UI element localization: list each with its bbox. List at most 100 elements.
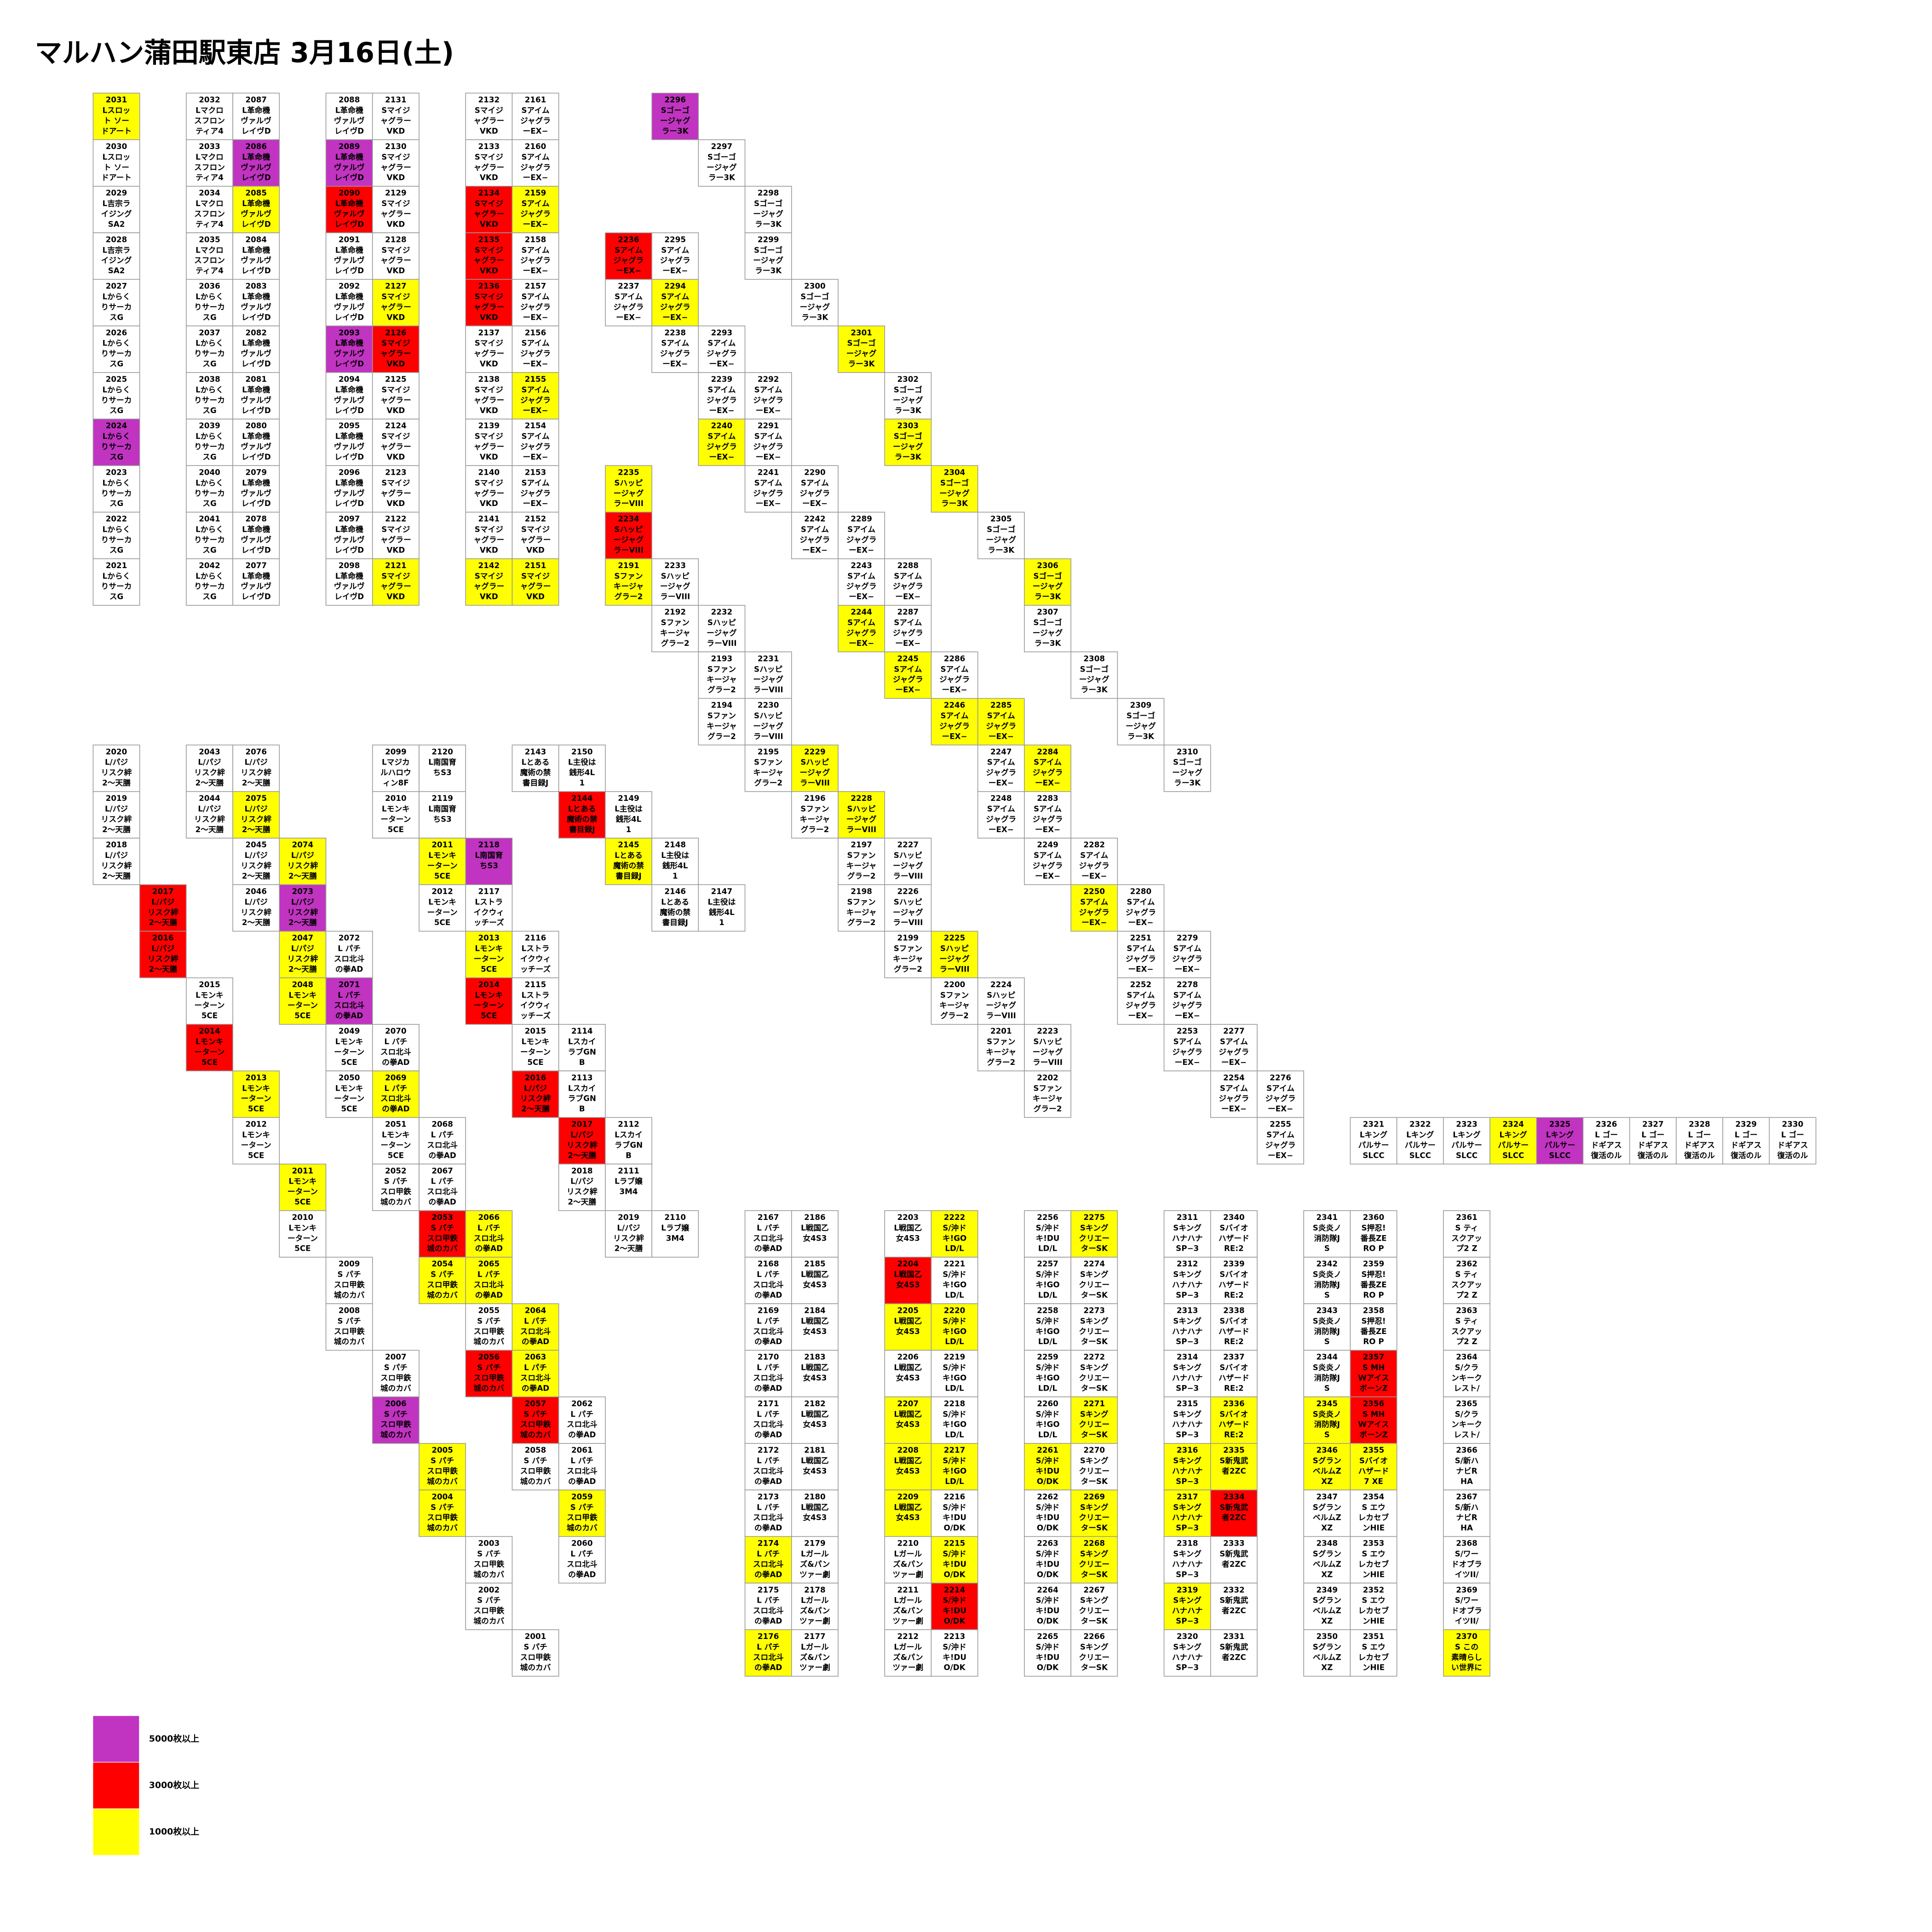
machine-name: Sファン bbox=[661, 618, 690, 627]
machine-name: スロ北斗 bbox=[567, 1466, 598, 1475]
machine-name: S パチ bbox=[384, 1363, 408, 1372]
machine-name: S/新ハ bbox=[1455, 1502, 1479, 1512]
cell-box bbox=[1163, 977, 1211, 1025]
machine-number: 2209 bbox=[897, 1492, 919, 1501]
cell-box bbox=[92, 232, 140, 280]
machine-number: 2227 bbox=[897, 840, 919, 849]
machine-name: L革命機 bbox=[242, 478, 270, 487]
machine-name: Lモンキ bbox=[382, 804, 410, 813]
machine-name: Sゴーゴ bbox=[987, 525, 1015, 534]
machine-name: SP−3 bbox=[1176, 1430, 1199, 1439]
machine-number: 2031 bbox=[106, 95, 127, 104]
machine-name: スフロン bbox=[194, 209, 225, 218]
machine-number: 2267 bbox=[1083, 1585, 1105, 1594]
machine-number: 2219 bbox=[944, 1352, 966, 1362]
machine-number: 2192 bbox=[664, 607, 686, 616]
machine-name: 復活のル bbox=[1730, 1150, 1761, 1160]
machine-name: ジャグラ bbox=[660, 349, 690, 358]
machine-number: 2157 bbox=[525, 282, 546, 291]
machine-name: スロ北斗 bbox=[753, 1513, 784, 1522]
machine-name: ージャグ bbox=[707, 162, 737, 172]
cell-box bbox=[977, 698, 1025, 746]
machine-name: ハナハナ bbox=[1172, 1420, 1203, 1429]
cell-box bbox=[465, 92, 513, 140]
cell-box bbox=[651, 838, 699, 886]
machine-name: Lストラ bbox=[522, 944, 550, 953]
cell-box bbox=[744, 1443, 792, 1490]
machine-name: Sキング bbox=[1173, 1596, 1202, 1605]
machine-name: S/沖ド bbox=[943, 1363, 966, 1372]
machine-name: S/沖ド bbox=[943, 1642, 966, 1651]
machine-name: 復活のル bbox=[1777, 1150, 1808, 1160]
cell-box bbox=[372, 744, 420, 792]
machine-name: ンHIE bbox=[1363, 1616, 1385, 1626]
machine-name: ージャグ bbox=[707, 628, 737, 637]
cell-box bbox=[1350, 1396, 1397, 1444]
machine-name: ジャグラ bbox=[1032, 861, 1063, 870]
cell-box bbox=[1024, 1210, 1071, 1258]
machine-name: VKD bbox=[386, 545, 405, 554]
cell-box bbox=[791, 465, 839, 513]
machine-number: 2111 bbox=[618, 1166, 639, 1175]
machine-name: S パチ bbox=[431, 1456, 454, 1465]
machine-number: 2097 bbox=[339, 514, 360, 523]
cell-box bbox=[1350, 1303, 1397, 1351]
machine-name: L パチ bbox=[338, 944, 361, 953]
cell-box bbox=[931, 1536, 978, 1584]
machine-number: 2091 bbox=[339, 235, 360, 244]
machine-name: ジャグラ bbox=[1219, 1047, 1249, 1056]
machine-name: S/沖ド bbox=[1036, 1549, 1060, 1558]
machine-name: 1 bbox=[719, 918, 724, 927]
machine-number: 2237 bbox=[618, 282, 639, 291]
machine-name: Sアイム bbox=[1034, 758, 1062, 767]
machine-name: ャグラー bbox=[380, 349, 411, 358]
machine-name: ドオブラ bbox=[1451, 1559, 1482, 1569]
machine-name: VKD bbox=[526, 545, 545, 554]
machine-name: S パチ bbox=[431, 1502, 454, 1512]
machine-name: Sハッピ bbox=[614, 525, 643, 534]
cell-box bbox=[558, 1536, 606, 1584]
machine-name: S/沖ド bbox=[943, 1409, 966, 1419]
machine-name: 2〜天膳 bbox=[149, 964, 177, 973]
cell-box bbox=[791, 1396, 839, 1444]
machine-name: Sゴーゴ bbox=[1173, 758, 1202, 767]
cell-box bbox=[1024, 1070, 1071, 1118]
machine-number: 2008 bbox=[339, 1305, 360, 1315]
cell-box bbox=[465, 465, 513, 513]
machine-name: スロ北斗 bbox=[567, 1559, 598, 1569]
legend-label: 3000枚以上 bbox=[149, 1780, 199, 1790]
cell-box bbox=[325, 512, 373, 559]
machine-name: りサーカ bbox=[101, 489, 132, 498]
machine-number: 2010 bbox=[292, 1213, 314, 1222]
machine-name: ハザード bbox=[1219, 1420, 1249, 1429]
machine-name: ーEX− bbox=[849, 638, 874, 648]
machine-name: りサーカ bbox=[194, 581, 225, 591]
machine-number: 2289 bbox=[851, 514, 872, 523]
cell-box bbox=[1163, 744, 1211, 792]
machine-name: スロ北斗 bbox=[753, 1373, 784, 1382]
machine-name: グラー2 bbox=[800, 825, 829, 834]
machine-name: VKD bbox=[480, 406, 498, 415]
machine-name: ジャグラ bbox=[846, 581, 877, 591]
machine-name: ンHIE bbox=[1363, 1570, 1385, 1579]
machine-name: L/パジ bbox=[570, 1177, 593, 1186]
machine-name: Sアイム bbox=[1266, 1083, 1294, 1092]
